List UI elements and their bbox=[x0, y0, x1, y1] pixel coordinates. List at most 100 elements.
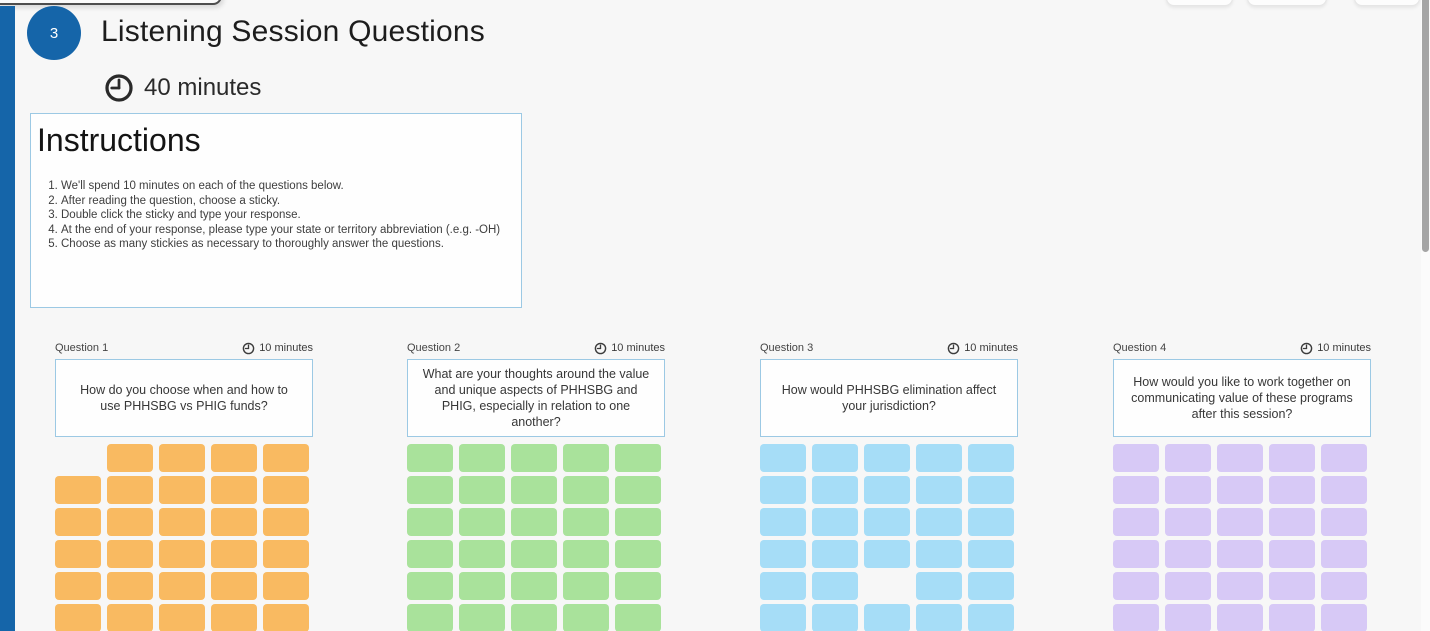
sticky-note[interactable] bbox=[407, 444, 453, 472]
sticky-note[interactable] bbox=[760, 444, 806, 472]
sticky-note[interactable] bbox=[968, 572, 1014, 600]
sticky-note[interactable] bbox=[1113, 572, 1159, 600]
sticky-note[interactable] bbox=[55, 476, 101, 504]
sticky-note[interactable] bbox=[263, 572, 309, 600]
question-text-box[interactable]: How would you like to work together on c… bbox=[1113, 359, 1371, 437]
sticky-note[interactable] bbox=[159, 444, 205, 472]
sticky-note[interactable] bbox=[107, 604, 153, 631]
sticky-note[interactable] bbox=[511, 444, 557, 472]
sticky-note[interactable] bbox=[107, 572, 153, 600]
sticky-note[interactable] bbox=[1269, 572, 1315, 600]
sticky-note[interactable] bbox=[407, 604, 453, 631]
sticky-note[interactable] bbox=[615, 508, 661, 536]
sticky-note[interactable] bbox=[263, 508, 309, 536]
sticky-note[interactable] bbox=[1269, 476, 1315, 504]
sticky-note[interactable] bbox=[1269, 604, 1315, 631]
sticky-note[interactable] bbox=[615, 604, 661, 631]
sticky-note[interactable] bbox=[1165, 476, 1211, 504]
sticky-note[interactable] bbox=[1113, 540, 1159, 568]
sticky-note[interactable] bbox=[55, 540, 101, 568]
sticky-note[interactable] bbox=[916, 604, 962, 631]
sticky-note[interactable] bbox=[159, 572, 205, 600]
sticky-note[interactable] bbox=[916, 540, 962, 568]
outline-step-badge[interactable]: 3 bbox=[27, 6, 81, 60]
toolbar-ghost-button-3[interactable] bbox=[1354, 0, 1420, 6]
sticky-note[interactable] bbox=[760, 476, 806, 504]
sticky-note[interactable] bbox=[459, 508, 505, 536]
sticky-note[interactable] bbox=[563, 540, 609, 568]
sticky-note[interactable] bbox=[211, 476, 257, 504]
sticky-note[interactable] bbox=[916, 444, 962, 472]
sticky-note[interactable] bbox=[760, 572, 806, 600]
sticky-note[interactable] bbox=[511, 476, 557, 504]
sticky-note[interactable] bbox=[760, 604, 806, 631]
sticky-note[interactable] bbox=[107, 444, 153, 472]
sticky-note[interactable] bbox=[615, 476, 661, 504]
sticky-note[interactable] bbox=[1165, 444, 1211, 472]
sticky-note[interactable] bbox=[1217, 476, 1263, 504]
sticky-note[interactable] bbox=[563, 508, 609, 536]
sticky-note[interactable] bbox=[407, 540, 453, 568]
sticky-note[interactable] bbox=[812, 604, 858, 631]
sticky-note[interactable] bbox=[511, 508, 557, 536]
sticky-note[interactable] bbox=[1217, 604, 1263, 631]
sticky-note[interactable] bbox=[812, 572, 858, 600]
toolbar-ghost-button-1[interactable] bbox=[1166, 0, 1233, 6]
sticky-note[interactable] bbox=[968, 540, 1014, 568]
sticky-note[interactable] bbox=[812, 444, 858, 472]
sticky-note[interactable] bbox=[459, 572, 505, 600]
sticky-note[interactable] bbox=[760, 508, 806, 536]
sticky-note[interactable] bbox=[211, 540, 257, 568]
cutoff-panel-outline[interactable] bbox=[0, 0, 222, 5]
sticky-note[interactable] bbox=[1113, 476, 1159, 504]
sticky-note[interactable] bbox=[1165, 508, 1211, 536]
sticky-note[interactable] bbox=[211, 572, 257, 600]
sticky-note[interactable] bbox=[159, 604, 205, 631]
sticky-note[interactable] bbox=[864, 604, 910, 631]
sticky-note[interactable] bbox=[615, 572, 661, 600]
sticky-note[interactable] bbox=[407, 572, 453, 600]
sticky-note[interactable] bbox=[1321, 444, 1367, 472]
sticky-note[interactable] bbox=[159, 476, 205, 504]
sticky-note[interactable] bbox=[615, 540, 661, 568]
sticky-note[interactable] bbox=[1113, 508, 1159, 536]
sticky-note[interactable] bbox=[968, 444, 1014, 472]
sticky-note[interactable] bbox=[563, 476, 609, 504]
sticky-note[interactable] bbox=[563, 604, 609, 631]
sticky-note[interactable] bbox=[1217, 444, 1263, 472]
sticky-note[interactable] bbox=[1165, 540, 1211, 568]
sticky-note[interactable] bbox=[1321, 508, 1367, 536]
sticky-note[interactable] bbox=[916, 572, 962, 600]
sticky-note[interactable] bbox=[1113, 444, 1159, 472]
sticky-note[interactable] bbox=[511, 540, 557, 568]
sticky-note[interactable] bbox=[407, 476, 453, 504]
sticky-note[interactable] bbox=[1321, 604, 1367, 631]
sticky-note[interactable] bbox=[1165, 572, 1211, 600]
sticky-note[interactable] bbox=[459, 540, 505, 568]
sticky-note[interactable] bbox=[968, 508, 1014, 536]
sticky-note[interactable] bbox=[1113, 604, 1159, 631]
sticky-note[interactable] bbox=[916, 508, 962, 536]
sticky-note[interactable] bbox=[864, 540, 910, 568]
sticky-note[interactable] bbox=[1321, 540, 1367, 568]
sticky-note[interactable] bbox=[459, 604, 505, 631]
sticky-note[interactable] bbox=[107, 476, 153, 504]
sticky-note[interactable] bbox=[459, 476, 505, 504]
sticky-note[interactable] bbox=[1217, 508, 1263, 536]
sticky-note[interactable] bbox=[1165, 604, 1211, 631]
sticky-note[interactable] bbox=[55, 604, 101, 631]
sticky-note[interactable] bbox=[159, 508, 205, 536]
sticky-note[interactable] bbox=[211, 508, 257, 536]
sticky-note[interactable] bbox=[459, 444, 505, 472]
sticky-note[interactable] bbox=[1217, 572, 1263, 600]
sticky-note[interactable] bbox=[615, 444, 661, 472]
sticky-note[interactable] bbox=[864, 444, 910, 472]
sticky-note[interactable] bbox=[760, 540, 806, 568]
sticky-note[interactable] bbox=[812, 476, 858, 504]
sticky-note[interactable] bbox=[263, 444, 309, 472]
sticky-note[interactable] bbox=[864, 476, 910, 504]
sticky-note[interactable] bbox=[55, 572, 101, 600]
sticky-note[interactable] bbox=[1321, 572, 1367, 600]
vertical-scrollbar-track[interactable] bbox=[1421, 0, 1430, 631]
sticky-note[interactable] bbox=[1269, 540, 1315, 568]
